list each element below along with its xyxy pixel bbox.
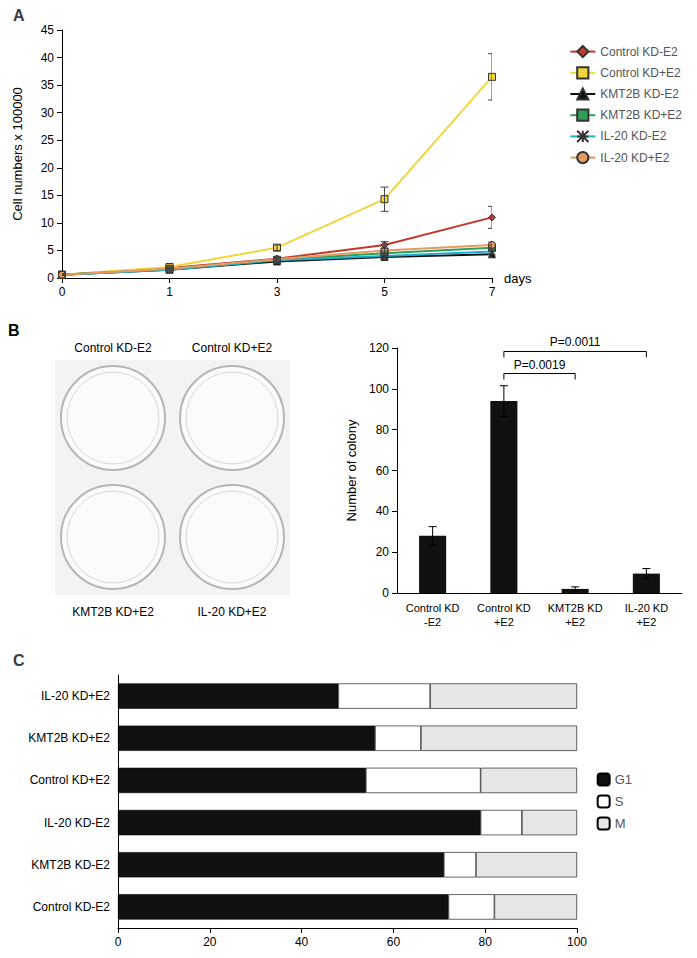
- svg-text:KMT2B KD-E2: KMT2B KD-E2: [31, 858, 110, 872]
- svg-text:IL-20 KD+E2: IL-20 KD+E2: [197, 605, 266, 619]
- svg-text:80: 80: [479, 935, 493, 949]
- svg-text:A: A: [13, 7, 25, 24]
- svg-text:IL-20 KD: IL-20 KD: [625, 602, 668, 614]
- svg-text:20: 20: [376, 545, 390, 559]
- svg-text:Control KD+E2: Control KD+E2: [30, 773, 111, 787]
- svg-text:15: 15: [41, 188, 55, 202]
- svg-text:+E2: +E2: [565, 616, 585, 628]
- svg-text:G1: G1: [615, 772, 632, 787]
- svg-text:25: 25: [41, 133, 55, 147]
- svg-text:IL-20 KD+E2: IL-20 KD+E2: [600, 151, 669, 165]
- svg-text:Control KD-E2: Control KD-E2: [600, 45, 678, 59]
- svg-text:3: 3: [274, 285, 281, 299]
- svg-text:days: days: [504, 271, 532, 286]
- svg-text:100: 100: [369, 382, 389, 396]
- svg-text:B: B: [8, 322, 20, 339]
- svg-text:IL-20 KD-E2: IL-20 KD-E2: [600, 129, 666, 143]
- svg-text:80: 80: [376, 423, 390, 437]
- svg-text:0: 0: [115, 935, 122, 949]
- svg-text:40: 40: [41, 51, 55, 65]
- svg-text:20: 20: [203, 935, 217, 949]
- svg-text:KMT2B KD+E2: KMT2B KD+E2: [28, 731, 110, 745]
- svg-text:M: M: [615, 816, 626, 831]
- svg-text:Cell numbers x 100000: Cell numbers x 100000: [10, 87, 25, 221]
- svg-text:IL-20 KD+E2: IL-20 KD+E2: [41, 689, 110, 703]
- svg-text:45: 45: [41, 23, 55, 37]
- svg-text:0: 0: [47, 271, 54, 285]
- svg-text:20: 20: [41, 161, 55, 175]
- svg-text:35: 35: [41, 78, 55, 92]
- svg-text:30: 30: [41, 106, 55, 120]
- svg-text:120: 120: [369, 341, 389, 355]
- svg-text:P=0.0019: P=0.0019: [514, 358, 566, 372]
- svg-text:-E2: -E2: [424, 616, 441, 628]
- svg-text:Control KD: Control KD: [406, 602, 460, 614]
- svg-text:Control KD: Control KD: [477, 602, 531, 614]
- svg-text:60: 60: [376, 464, 390, 478]
- svg-text:7: 7: [489, 285, 496, 299]
- svg-text:5: 5: [47, 243, 54, 257]
- svg-text:10: 10: [41, 216, 55, 230]
- svg-text:P=0.0011: P=0.0011: [550, 335, 601, 349]
- svg-text:100: 100: [567, 935, 587, 949]
- svg-text:+E2: +E2: [636, 616, 656, 628]
- svg-text:KMT2B KD-E2: KMT2B KD-E2: [600, 87, 679, 101]
- svg-text:0: 0: [382, 586, 389, 600]
- svg-text:KMT2B KD+E2: KMT2B KD+E2: [72, 605, 154, 619]
- svg-text:40: 40: [295, 935, 309, 949]
- svg-text:Control KD+E2: Control KD+E2: [600, 66, 681, 80]
- svg-text:1: 1: [166, 285, 173, 299]
- svg-text:Number of colony: Number of colony: [344, 419, 359, 521]
- svg-text:0: 0: [59, 285, 66, 299]
- svg-text:+E2: +E2: [494, 616, 514, 628]
- svg-text:KMT2B KD+E2: KMT2B KD+E2: [600, 108, 682, 122]
- svg-text:C: C: [13, 652, 25, 669]
- svg-text:Control KD-E2: Control KD-E2: [74, 341, 152, 355]
- svg-text:Control KD+E2: Control KD+E2: [192, 341, 273, 355]
- svg-text:S: S: [615, 794, 624, 809]
- svg-text:5: 5: [381, 285, 388, 299]
- svg-text:60: 60: [387, 935, 401, 949]
- svg-text:KMT2B KD: KMT2B KD: [548, 602, 603, 614]
- svg-text:40: 40: [376, 504, 390, 518]
- svg-text:Control KD-E2: Control KD-E2: [33, 900, 111, 914]
- svg-text:IL-20 KD-E2: IL-20 KD-E2: [44, 816, 110, 830]
